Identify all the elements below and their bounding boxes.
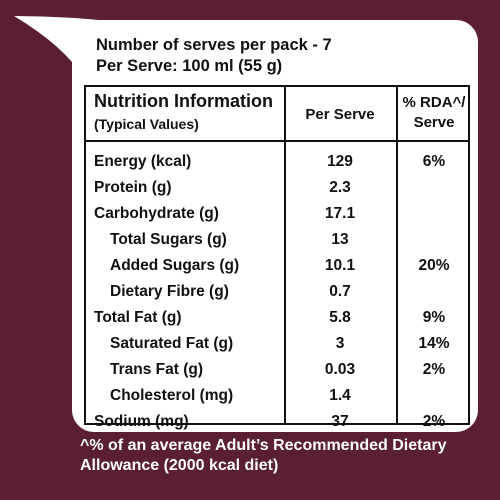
nutrient-name: Total Fat (g) [94,309,182,326]
column-divider [284,87,286,423]
rda-value: 9% [422,309,446,326]
per-serve-value: 1.4 [329,387,351,404]
table-row: Total Fat (g) 5.8 9% [86,305,468,331]
table-row: Carbohydrate (g) 17.1 [86,201,468,227]
nutrient-name: Dietary Fibre (g) [110,283,229,300]
per-serve-size: Per Serve: 100 ml (55 g) [96,57,283,75]
per-serve-value: 13 [331,231,349,248]
rda-value: 2% [422,413,446,430]
per-serve-value: 37 [331,413,349,430]
per-serve-value: 0.03 [324,361,356,378]
nutrient-name: Cholesterol (mg) [110,387,234,404]
nutrient-name: Energy (kcal) [94,153,192,170]
nutrient-name: Sodium (mg) [94,413,189,430]
nutrient-name: Saturated Fat (g) [110,335,234,352]
nutrient-name: Total Sugars (g) [110,231,227,248]
per-serve-value: 0.7 [329,283,351,300]
table-row: Protein (g) 2.3 [86,175,468,201]
table-title: Nutrition Information [94,91,273,111]
rda-value: 6% [422,153,446,170]
serves-per-pack: Number of serves per pack - 7 [96,36,332,54]
rda-header: % RDA^/ Serve [398,93,470,133]
table-row: Added Sugars (g) 10.1 20% [86,253,468,279]
rda-value: 20% [418,257,450,274]
column-divider [396,87,398,423]
table-row: Trans Fat (g) 0.03 2% [86,357,468,383]
per-serve-value: 129 [327,153,353,170]
per-serve-value: 5.8 [329,309,351,326]
rda-value: 2% [422,361,446,378]
serving-info: Number of serves per pack - 7 Per Serve:… [96,35,466,77]
nutrition-table: Nutrition Information (Typical Values) P… [84,85,470,430]
table-subtitle: (Typical Values) [94,116,199,132]
nutrient-name: Carbohydrate (g) [94,205,219,222]
header-divider [86,140,468,142]
per-serve-header: Per Serve [305,106,375,123]
per-serve-value: 2.3 [329,179,351,196]
table-row: Total Sugars (g) 13 [86,227,468,253]
table-row: Dietary Fibre (g) 0.7 [86,279,468,305]
rda-footnote: ^% of an average Adult’s Recommended Die… [80,436,490,476]
rda-header-line1: % RDA^/ [402,94,466,111]
per-serve-value: 10.1 [324,257,356,274]
table-row: Cholesterol (mg) 1.4 [86,383,468,409]
label-panel [72,20,478,432]
table-row: Energy (kcal) 129 6% [86,149,468,175]
footnote-line2: Allowance (2000 kcal diet) [80,457,279,474]
table-row: Saturated Fat (g) 3 14% [86,331,468,357]
per-serve-value: 3 [335,335,345,352]
footnote-line1: ^% of an average Adult’s Recommended Die… [80,437,447,454]
per-serve-value: 17.1 [324,205,356,222]
rda-value: 14% [418,335,450,352]
nutrient-name: Added Sugars (g) [110,257,240,274]
rda-header-line2: Serve [413,114,455,131]
nutrient-name: Trans Fat (g) [110,361,204,378]
table-row: Sodium (mg) 37 2% [86,409,468,435]
nutrient-name: Protein (g) [94,179,172,196]
